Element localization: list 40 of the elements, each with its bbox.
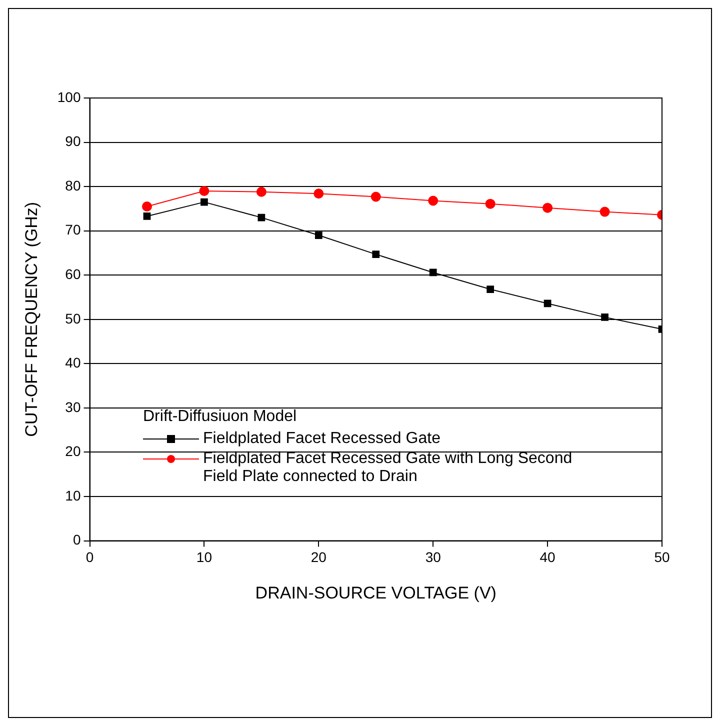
x-axis-title: DRAIN-SOURCE VOLTAGE (V) (255, 583, 496, 602)
point (199, 186, 210, 196)
point (486, 286, 494, 293)
y-tick-label: 100 (57, 88, 81, 105)
point (485, 198, 496, 209)
point (200, 198, 208, 206)
legend-label: Fieldplated Facet Recessed Gate with Long Second Field Plate connected to Drain (203, 450, 574, 486)
x-tick-label: 20 (310, 549, 327, 566)
point (601, 314, 608, 321)
y-tick-label: 80 (65, 177, 81, 194)
x-tick-label: 40 (540, 549, 556, 566)
y-tick-label: 50 (65, 310, 81, 326)
y-tick-label: 20 (65, 443, 81, 460)
x-tick-label: 10 (196, 549, 212, 566)
point (258, 214, 266, 222)
y-tick-label: 90 (65, 133, 81, 150)
point (314, 188, 324, 199)
x-tick-label: 50 (654, 549, 670, 566)
y-tick-label: 10 (65, 487, 81, 504)
point (372, 250, 380, 258)
x-tick-label: 0 (86, 549, 94, 566)
legend-label: Fieldplated Facet Recessed Gate (203, 430, 442, 448)
point (428, 196, 438, 206)
y-tick-label: 70 (65, 222, 81, 238)
point (429, 268, 437, 276)
point (542, 202, 553, 213)
point (314, 232, 322, 239)
x-tick-label: 30 (425, 549, 442, 566)
point (600, 206, 610, 217)
legend-title: Drift-Diffusiuon Model (143, 408, 298, 426)
y-tick-label: 0 (72, 532, 81, 548)
point (142, 201, 152, 212)
point (544, 300, 552, 308)
point (256, 186, 266, 197)
y-tick-label: 30 (65, 398, 81, 415)
point (370, 192, 381, 202)
y-tick-label: 60 (65, 266, 81, 282)
y-tick-label: 40 (65, 354, 81, 371)
y-axis-title: CUT-OFF FREQUENCY (GHz) (22, 202, 41, 437)
point (143, 212, 151, 220)
